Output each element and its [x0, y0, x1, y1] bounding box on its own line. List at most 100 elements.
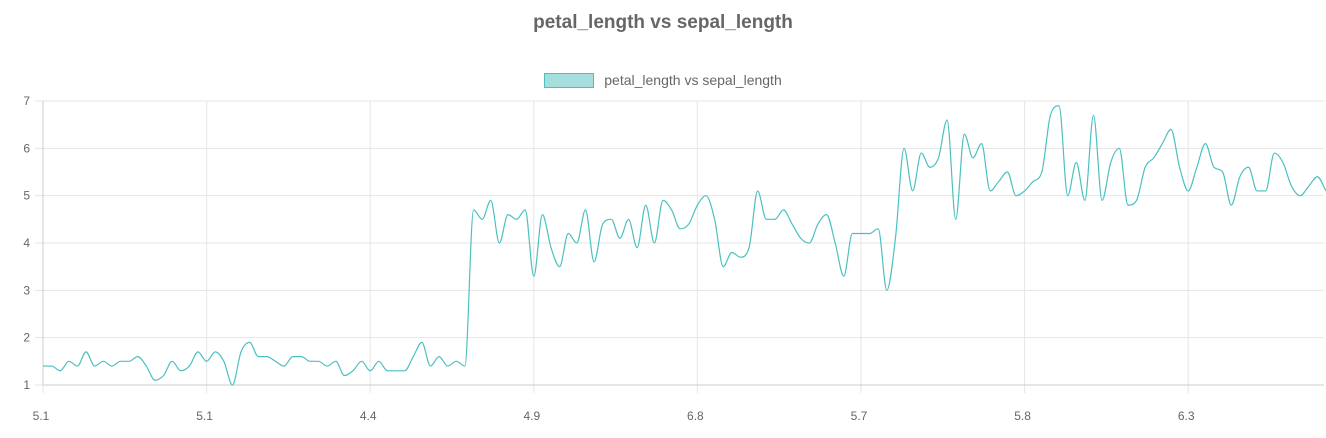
data-point[interactable]: [117, 358, 123, 364]
data-point[interactable]: [935, 155, 941, 161]
data-point[interactable]: [1065, 193, 1071, 199]
data-point[interactable]: [660, 197, 666, 203]
data-point[interactable]: [1013, 193, 1019, 199]
data-point[interactable]: [712, 216, 718, 222]
data-point[interactable]: [40, 363, 46, 369]
data-point[interactable]: [402, 368, 408, 374]
data-point[interactable]: [109, 363, 115, 369]
data-point[interactable]: [720, 264, 726, 270]
data-point[interactable]: [161, 373, 167, 379]
data-point[interactable]: [514, 216, 520, 222]
data-point[interactable]: [238, 349, 244, 355]
data-point[interactable]: [471, 207, 477, 213]
data-point[interactable]: [1280, 160, 1286, 166]
data-point[interactable]: [1073, 160, 1079, 166]
data-point[interactable]: [772, 216, 778, 222]
data-point[interactable]: [953, 216, 959, 222]
data-point[interactable]: [531, 273, 537, 279]
data-point[interactable]: [1228, 202, 1234, 208]
series-line[interactable]: [43, 105, 1326, 386]
data-point[interactable]: [901, 145, 907, 151]
data-point[interactable]: [582, 207, 588, 213]
data-point[interactable]: [763, 216, 769, 222]
data-point[interactable]: [1202, 141, 1208, 147]
data-point[interactable]: [247, 339, 253, 345]
data-point[interactable]: [987, 188, 993, 194]
data-point[interactable]: [367, 368, 373, 374]
data-point[interactable]: [944, 117, 950, 123]
data-point[interactable]: [755, 188, 761, 194]
data-point[interactable]: [350, 368, 356, 374]
data-point[interactable]: [669, 207, 675, 213]
data-point[interactable]: [1306, 183, 1312, 189]
data-point[interactable]: [1220, 169, 1226, 175]
data-point[interactable]: [307, 358, 313, 364]
data-point[interactable]: [57, 368, 63, 374]
data-point[interactable]: [643, 202, 649, 208]
data-point[interactable]: [1022, 188, 1028, 194]
data-point[interactable]: [152, 377, 158, 383]
data-point[interactable]: [195, 349, 201, 355]
data-point[interactable]: [574, 240, 580, 246]
data-point[interactable]: [384, 368, 390, 374]
data-point[interactable]: [806, 240, 812, 246]
data-point[interactable]: [505, 212, 511, 218]
data-point[interactable]: [1237, 174, 1243, 180]
data-point[interactable]: [1271, 150, 1277, 156]
data-point[interactable]: [1030, 178, 1036, 184]
data-point[interactable]: [479, 216, 485, 222]
data-point[interactable]: [281, 363, 287, 369]
data-point[interactable]: [74, 363, 80, 369]
data-point[interactable]: [1297, 193, 1303, 199]
data-point[interactable]: [49, 363, 55, 369]
data-point[interactable]: [1108, 160, 1114, 166]
data-point[interactable]: [66, 358, 72, 364]
data-point[interactable]: [694, 202, 700, 208]
data-point[interactable]: [264, 354, 270, 360]
data-point[interactable]: [393, 368, 399, 374]
data-point[interactable]: [729, 249, 735, 255]
data-point[interactable]: [824, 212, 830, 218]
data-point[interactable]: [979, 141, 985, 147]
data-point[interactable]: [1039, 169, 1045, 175]
data-point[interactable]: [815, 221, 821, 227]
data-point[interactable]: [892, 235, 898, 241]
legend-label[interactable]: petal_length vs sepal_length: [604, 72, 782, 88]
data-point[interactable]: [212, 349, 218, 355]
data-point[interactable]: [1056, 103, 1062, 109]
data-point[interactable]: [419, 339, 425, 345]
data-point[interactable]: [918, 150, 924, 156]
data-point[interactable]: [884, 287, 890, 293]
data-point[interactable]: [169, 358, 175, 364]
data-point[interactable]: [298, 354, 304, 360]
data-point[interactable]: [634, 245, 640, 251]
data-point[interactable]: [341, 373, 347, 379]
data-point[interactable]: [849, 231, 855, 237]
data-point[interactable]: [867, 231, 873, 237]
data-point[interactable]: [927, 164, 933, 170]
data-point[interactable]: [1254, 188, 1260, 194]
data-point[interactable]: [781, 207, 787, 213]
data-point[interactable]: [221, 358, 227, 364]
data-point[interactable]: [626, 216, 632, 222]
data-point[interactable]: [1194, 164, 1200, 170]
legend-swatch[interactable]: [544, 72, 595, 88]
data-point[interactable]: [1090, 112, 1096, 118]
data-point[interactable]: [204, 358, 210, 364]
data-point[interactable]: [255, 354, 261, 360]
data-point[interactable]: [677, 226, 683, 232]
data-point[interactable]: [445, 363, 451, 369]
data-point[interactable]: [1125, 202, 1131, 208]
data-point[interactable]: [1047, 112, 1053, 118]
data-point[interactable]: [1142, 164, 1148, 170]
data-point[interactable]: [798, 235, 804, 241]
data-point[interactable]: [557, 264, 563, 270]
data-point[interactable]: [1245, 164, 1251, 170]
data-point[interactable]: [539, 212, 545, 218]
data-point[interactable]: [453, 358, 459, 364]
data-point[interactable]: [875, 226, 881, 232]
data-point[interactable]: [1314, 174, 1320, 180]
data-point[interactable]: [910, 188, 916, 194]
data-point[interactable]: [1004, 169, 1010, 175]
data-point[interactable]: [186, 363, 192, 369]
